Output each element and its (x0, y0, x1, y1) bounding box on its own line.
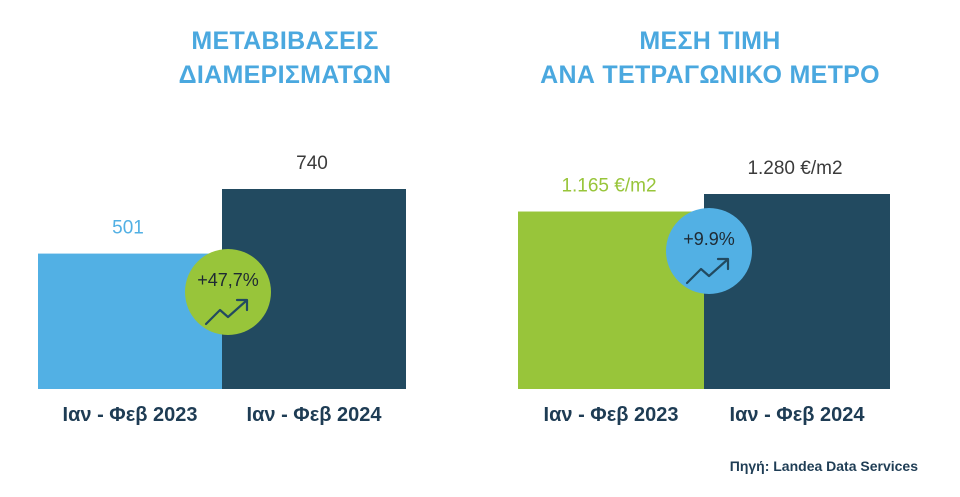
trend-up-arrowhead-icon (235, 298, 249, 312)
right-chart-title-line-1: ΜΕΣΗ ΤΙΜΗ (639, 27, 781, 55)
chart-0-value-label-1: 740 (296, 153, 328, 174)
left-chart-title: ΜΕΤΑΒΙΒΑΣΕΙΣ ΔΙΑΜΕΡΙΣΜΑΤΩΝ (130, 24, 440, 92)
chart-0-change-badge (185, 249, 271, 335)
right-chart-title: ΜΕΣΗ ΤΙΜΗ ΑΝΑ ΤΕΤΡΑΓΩΝΙΚΟ ΜΕΤΡΟ (500, 24, 920, 92)
chart-1-value-label-1: 1.280 €/m2 (747, 158, 842, 179)
chart-1-category-label-1: Ιαν - Φεβ 2024 (730, 404, 866, 426)
trend-up-arrowhead-icon (716, 257, 730, 271)
chart-0-change-label: +47,7% (197, 270, 259, 290)
chart-1-change-badge (666, 208, 752, 294)
chart-1-category-label-0: Ιαν - Φεβ 2023 (544, 404, 679, 426)
right-chart-title-line-2: ΑΝΑ ΤΕΤΡΑΓΩΝΙΚΟ ΜΕΤΡΟ (540, 61, 880, 89)
chart-0-category-label-0: Ιαν - Φεβ 2023 (63, 404, 198, 426)
source-label: Πηγή: Landea Data Services (729, 458, 918, 474)
trend-up-icon (685, 258, 729, 285)
chart-0-value-label-0: 501 (112, 218, 144, 239)
left-chart-title-line-1: ΜΕΤΑΒΙΒΑΣΕΙΣ (191, 27, 379, 55)
chart-1-change-label: +9.9% (683, 229, 735, 249)
left-chart-title-line-2: ΔΙΑΜΕΡΙΣΜΑΤΩΝ (178, 61, 392, 89)
trend-up-icon (204, 299, 248, 326)
chart-1-value-label-0: 1.165 €/m2 (561, 176, 656, 197)
chart-0-category-label-1: Ιαν - Φεβ 2024 (247, 404, 383, 426)
